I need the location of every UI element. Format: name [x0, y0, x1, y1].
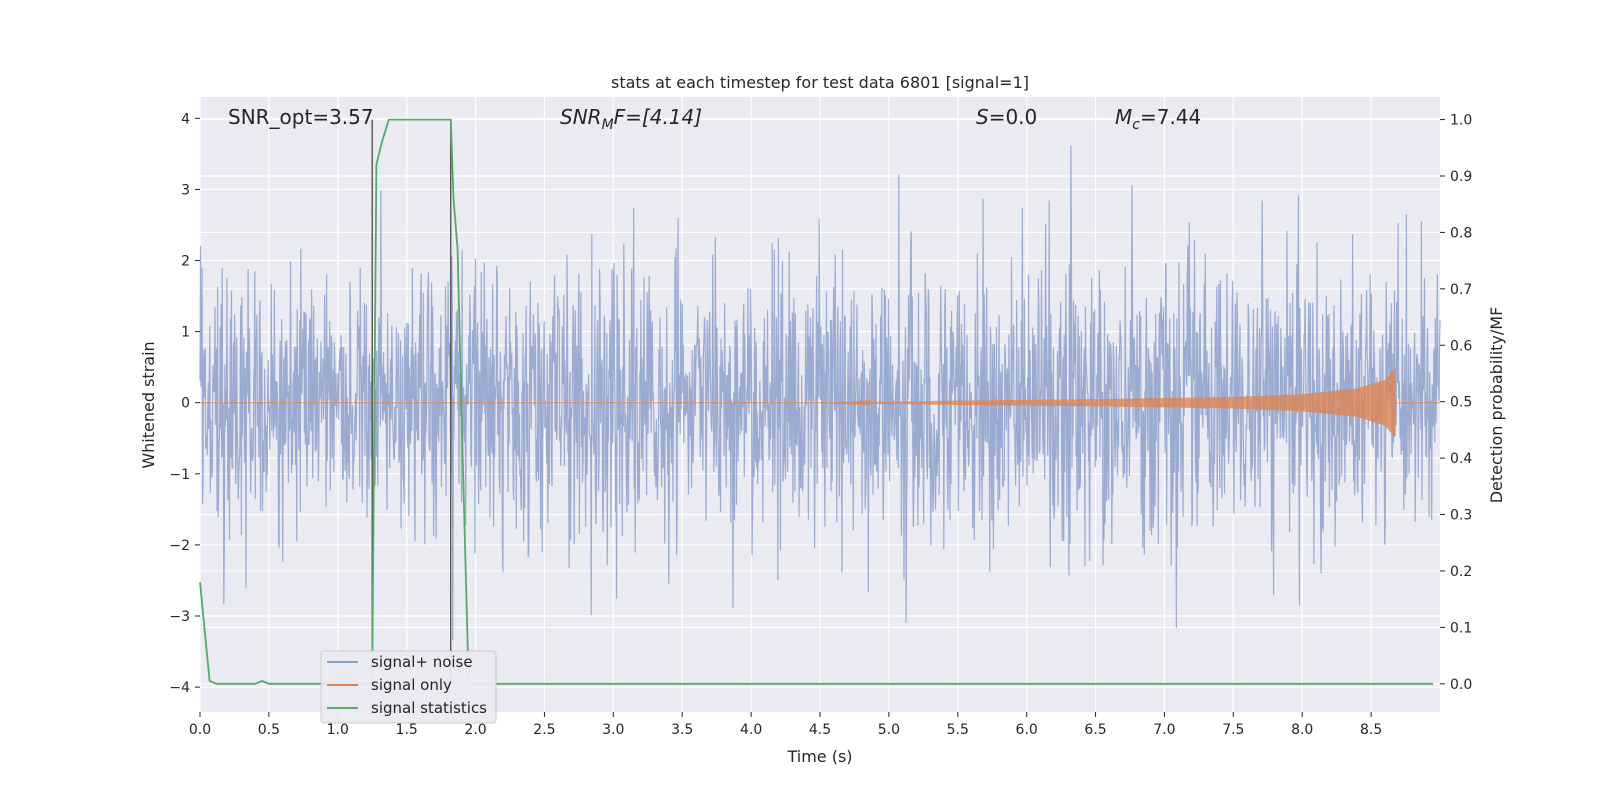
annotation-s: S=0.0: [976, 105, 1037, 129]
x-tick-label: 4.5: [809, 722, 831, 738]
y-right-tick-label: 0.4: [1450, 451, 1472, 467]
x-tick-label: 6.0: [1016, 722, 1038, 738]
x-tick-label: 8.0: [1291, 722, 1313, 738]
x-tick-label: 0.5: [258, 722, 280, 738]
x-tick-label: 5.0: [878, 722, 900, 738]
y-axis-right-ticks: 0.0 0.1 0.2 0.3 0.4 0.5 0.6 0.7 0.8 0.9 1.0: [1440, 113, 1472, 693]
y-right-tick-label: 0.9: [1450, 169, 1472, 185]
x-tick-label: 1.0: [327, 722, 349, 738]
x-tick-label: 3.5: [671, 722, 693, 738]
x-tick-label: 2.0: [464, 722, 486, 738]
annotation-mc: Mc=7.44: [1115, 105, 1201, 133]
series-signal-only: [200, 369, 1440, 437]
x-tick-label: 5.5: [947, 722, 969, 738]
x-tick-label: 7.5: [1222, 722, 1244, 738]
y-right-tick-label: 0.8: [1450, 225, 1472, 241]
y-axis-left-label: Whitened strain: [139, 341, 158, 468]
y-right-tick-label: 0.6: [1450, 338, 1472, 354]
legend-label-signal-statistics: signal statistics: [371, 699, 487, 717]
y-left-tick-label: −3: [169, 609, 190, 625]
y-right-tick-label: 0.7: [1450, 282, 1472, 298]
y-right-tick-label: 0.3: [1450, 508, 1472, 524]
y-left-tick-label: 3: [181, 182, 190, 198]
x-axis-ticks: 0.0 0.5 1.0 1.5 2.0 2.5 3.0 3.5 4.0 4.5 5.0 5.5 6.0 6…: [189, 712, 1382, 738]
x-axis-label: Time (s): [786, 747, 852, 766]
line-signal-only: [200, 369, 1440, 437]
y-left-tick-label: 1: [181, 325, 190, 341]
x-tick-label: 1.5: [396, 722, 418, 738]
legend-label-signal-noise: signal+ noise: [371, 653, 473, 671]
y-axis-left-ticks: −4 −3 −2 −1 0 1 2 3 4: [169, 111, 200, 696]
y-right-tick-label: 0.2: [1450, 564, 1472, 580]
y-axis-right-label: Detection probability/MF: [1487, 307, 1506, 504]
annotation-snr-mf: SNRMF=[4.14]: [560, 105, 702, 133]
y-right-tick-label: 0.5: [1450, 395, 1472, 411]
x-tick-label: 7.0: [1153, 722, 1175, 738]
x-tick-label: 4.0: [740, 722, 762, 738]
y-right-tick-label: 0.1: [1450, 620, 1472, 636]
x-tick-label: 3.0: [602, 722, 624, 738]
y-right-tick-label: 0.0: [1450, 677, 1472, 693]
y-right-tick-label: 1.0: [1450, 113, 1472, 129]
y-left-tick-label: −2: [169, 538, 190, 554]
x-tick-label: 0.0: [189, 722, 211, 738]
x-tick-label: 8.5: [1360, 722, 1382, 738]
x-tick-label: 6.5: [1084, 722, 1106, 738]
legend-label-signal-only: signal only: [371, 676, 452, 694]
y-left-tick-label: 4: [181, 111, 190, 127]
legend: signal+ noise signal only signal statist…: [320, 650, 497, 724]
chart-title: stats at each timestep for test data 680…: [611, 73, 1029, 92]
y-left-tick-label: −1: [169, 467, 190, 483]
x-tick-label: 2.5: [533, 722, 555, 738]
line-signal-noise: [199, 145, 1441, 641]
y-left-tick-label: 0: [181, 396, 190, 412]
annotation-snr-opt: SNR_opt=3.57: [228, 105, 374, 129]
legend-box: [320, 650, 497, 724]
y-left-tick-label: 2: [181, 254, 190, 270]
y-left-tick-label: −4: [169, 680, 190, 696]
series-signal-noise: [199, 145, 1441, 641]
